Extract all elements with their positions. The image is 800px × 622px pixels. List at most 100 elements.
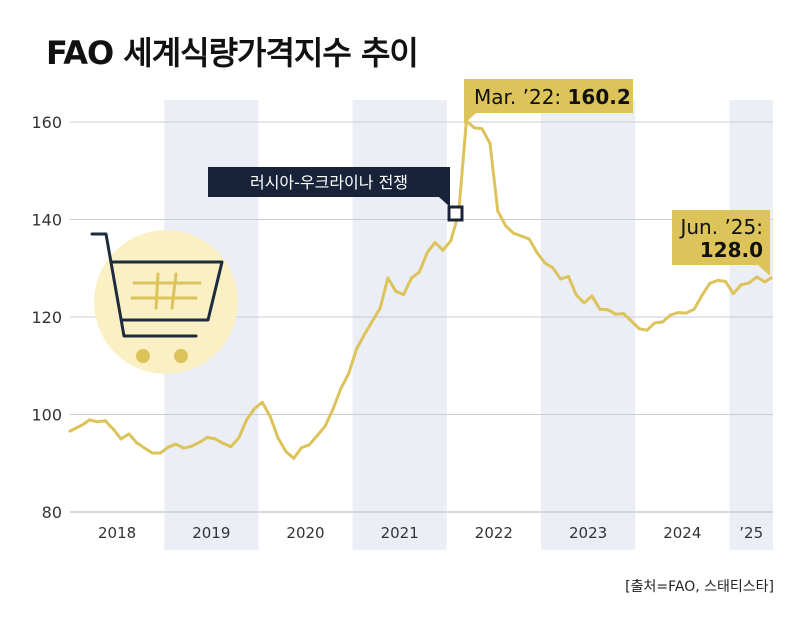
- data-point: [119, 437, 123, 441]
- data-point: [559, 277, 563, 281]
- data-point: [284, 450, 288, 453]
- x-axis-ticks: 2018 2019 2020 2021 2022 2023 2024 ’25: [98, 524, 763, 542]
- data-point: [716, 278, 720, 282]
- data-point: [103, 419, 107, 423]
- last-callout-box: [672, 210, 770, 265]
- data-point: [96, 420, 99, 424]
- data-point: [221, 441, 225, 445]
- x-tick-label: 2023: [569, 524, 607, 542]
- data-point: [339, 387, 343, 391]
- x-tick-label: ’25: [739, 524, 763, 542]
- data-point: [292, 456, 296, 460]
- data-point: [410, 276, 413, 280]
- y-tick-label: 80: [42, 503, 62, 522]
- source-note: [출처=FAO, 스태티스타]: [625, 579, 774, 595]
- data-point: [276, 436, 280, 440]
- data-point: [68, 429, 72, 433]
- shopping-cart-icon: [90, 230, 238, 374]
- data-point: [386, 276, 390, 280]
- data-point: [111, 427, 115, 431]
- peak-callout-label: Mar. ’22:: [474, 85, 568, 109]
- data-point: [198, 440, 201, 444]
- data-point: [504, 224, 508, 228]
- data-point: [582, 301, 586, 305]
- data-point: [88, 418, 92, 422]
- data-point: [519, 234, 523, 238]
- cart-wheel-left: [136, 349, 150, 363]
- x-tick-label: 2022: [475, 524, 513, 542]
- cart-basket-grid: [130, 272, 202, 310]
- gridlines: [70, 121, 773, 513]
- peak-callout-box: [464, 79, 633, 113]
- data-point: [268, 415, 272, 418]
- data-point: [378, 306, 382, 310]
- data-point: [315, 434, 319, 437]
- data-point: [307, 443, 311, 447]
- war-callout-pointer: [439, 197, 450, 207]
- peak-callout: Mar. ’22: 160.2: [464, 79, 633, 124]
- data-point: [535, 251, 539, 255]
- data-point: [637, 327, 641, 331]
- data-point: [488, 142, 492, 145]
- data-point: [433, 240, 437, 244]
- data-point: [174, 442, 178, 446]
- peak-callout-text: Mar. ’22: 160.2: [474, 85, 631, 109]
- last-callout-pointer: [758, 265, 770, 276]
- last-callout-label: Jun. ’25:: [678, 215, 763, 239]
- data-point: [237, 436, 241, 440]
- data-point: [708, 281, 712, 285]
- data-point: [472, 126, 476, 130]
- war-callout-box: [208, 167, 450, 197]
- data-point: [747, 281, 751, 285]
- data-point: [512, 231, 515, 235]
- data-point: [739, 283, 743, 287]
- data-point: [150, 451, 154, 455]
- data-point: [700, 294, 704, 297]
- data-point: [441, 248, 445, 252]
- peak-callout-value: 160.2: [568, 85, 631, 109]
- data-point: [496, 209, 500, 213]
- data-point: [621, 312, 625, 316]
- data-point: [347, 372, 351, 375]
- cart-wheel-right: [174, 349, 188, 363]
- data-point: [425, 251, 429, 255]
- data-point: [755, 275, 759, 279]
- y-tick-label: 120: [31, 308, 62, 327]
- data-point: [402, 293, 406, 297]
- data-point: [229, 445, 233, 449]
- data-point: [355, 347, 358, 351]
- data-point: [731, 292, 735, 296]
- data-point: [127, 432, 131, 436]
- data-point: [669, 313, 672, 317]
- x-tick-label: 2019: [192, 524, 230, 542]
- year-band: [541, 100, 636, 550]
- page-title: FAO 세계식량가격지수 추이: [46, 34, 419, 72]
- data-point: [213, 437, 217, 441]
- data-point: [676, 311, 680, 315]
- war-event-marker: [447, 205, 464, 222]
- war-callout-text: 러시아-우크라이나 전쟁: [250, 173, 408, 192]
- data-point: [394, 289, 398, 293]
- data-point: [190, 444, 194, 448]
- y-axis-ticks: 80 100 120 140 160: [31, 113, 62, 522]
- data-point: [769, 276, 773, 280]
- y-tick-label: 140: [31, 211, 62, 230]
- data-point: [684, 311, 688, 315]
- x-tick-label: 2018: [98, 524, 136, 542]
- data-point: [692, 307, 696, 311]
- data-point: [80, 423, 84, 427]
- data-point: [645, 328, 649, 332]
- data-point: [205, 435, 209, 439]
- cart-frame: [90, 232, 198, 338]
- x-tick-label: 2024: [663, 524, 701, 542]
- y-tick-label: 100: [31, 406, 62, 425]
- data-point: [182, 446, 186, 450]
- data-point: [143, 446, 147, 450]
- data-point: [527, 237, 531, 241]
- data-point: [260, 400, 264, 404]
- data-point: [661, 320, 665, 324]
- data-point: [574, 293, 578, 297]
- data-point: [331, 407, 335, 411]
- data-point: [253, 407, 256, 411]
